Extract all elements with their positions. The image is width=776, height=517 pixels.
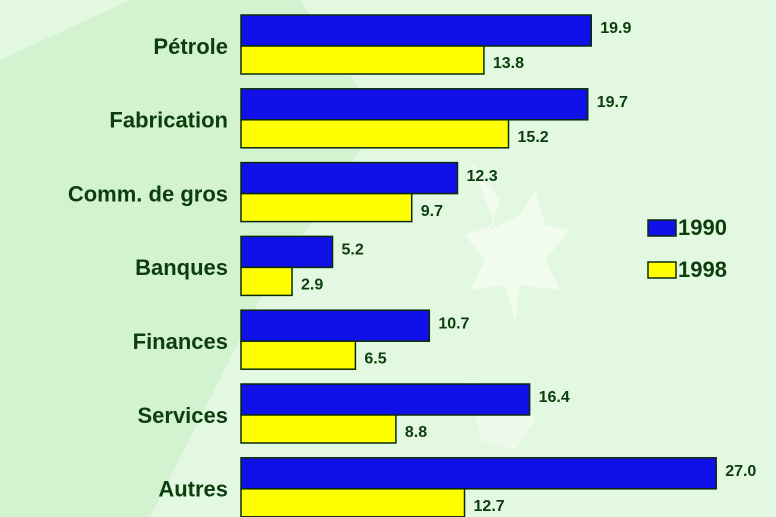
value-label: 27.0 <box>725 463 756 480</box>
bar <box>241 15 591 46</box>
value-label: 2.9 <box>301 277 323 294</box>
legend-swatch <box>648 220 676 236</box>
value-label: 19.7 <box>597 94 628 111</box>
value-label: 12.3 <box>466 168 497 185</box>
value-label: 8.8 <box>405 424 427 441</box>
value-label: 16.4 <box>539 389 570 406</box>
category-label: Finances <box>133 329 228 354</box>
category-label: Services <box>137 403 228 428</box>
bar <box>241 267 292 295</box>
category-label: Autres <box>158 477 228 502</box>
legend-label: 1998 <box>678 257 727 282</box>
category-label: Comm. de gros <box>68 181 228 206</box>
bar <box>241 489 465 517</box>
value-label: 15.2 <box>518 129 549 146</box>
value-label: 19.9 <box>600 20 631 37</box>
legend-swatch <box>648 262 676 278</box>
bar <box>241 384 530 415</box>
value-label: 9.7 <box>421 203 443 220</box>
bar <box>241 120 509 148</box>
chart: Pétrole 19.9 13.8 Fabrication 19.7 15.2 Comm. … <box>0 0 776 517</box>
bar <box>241 310 429 341</box>
bar <box>241 415 396 443</box>
legend-label: 1990 <box>678 215 727 240</box>
bar <box>241 341 355 369</box>
value-label: 12.7 <box>474 498 505 515</box>
bar <box>241 236 333 267</box>
value-label: 6.5 <box>364 350 386 367</box>
bar <box>241 458 716 489</box>
bar <box>241 194 412 222</box>
category-label: Pétrole <box>153 34 228 59</box>
category-label: Banques <box>135 255 228 280</box>
value-label: 10.7 <box>438 315 469 332</box>
value-label: 13.8 <box>493 55 524 72</box>
bar <box>241 46 484 74</box>
bar <box>241 89 588 120</box>
bar <box>241 163 457 194</box>
category-label: Fabrication <box>109 108 228 133</box>
value-label: 5.2 <box>342 242 364 259</box>
